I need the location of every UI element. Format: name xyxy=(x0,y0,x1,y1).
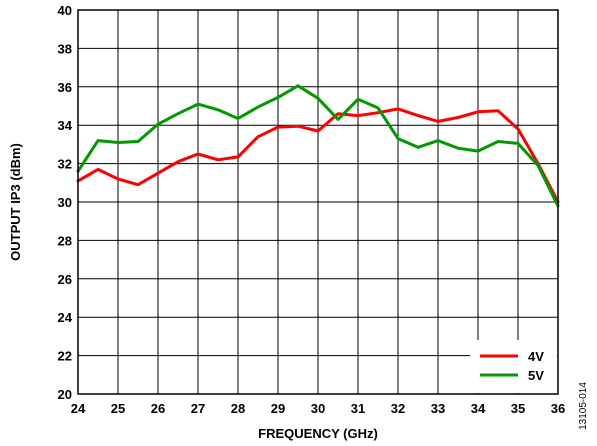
series-line-5v xyxy=(76,84,560,208)
legend-label-4v: 4V xyxy=(528,349,544,364)
y-tick-label: 24 xyxy=(58,310,73,325)
x-tick-label: 32 xyxy=(391,401,405,416)
x-tick-label: 36 xyxy=(551,401,565,416)
plot-frame xyxy=(77,9,559,395)
y-tick-label: 30 xyxy=(58,195,72,210)
grid xyxy=(78,10,558,394)
figure-id: 13105-014 xyxy=(578,382,589,430)
series-line-4v xyxy=(76,107,560,204)
legend-box xyxy=(470,340,557,393)
x-tick-label: 26 xyxy=(151,401,165,416)
y-tick-label: 26 xyxy=(58,272,72,287)
y-tick-label: 22 xyxy=(58,349,72,364)
y-tick-label: 34 xyxy=(58,118,73,133)
y-tick-label: 36 xyxy=(58,80,72,95)
x-axis-title: FREQUENCY (GHz) xyxy=(258,426,378,441)
y-axis-tick-labels: 20 22 24 26 28 30 32 34 36 38 40 xyxy=(58,3,73,402)
x-tick-label: 25 xyxy=(111,401,125,416)
y-tick-label: 20 xyxy=(58,387,72,402)
y-tick-label: 40 xyxy=(58,3,72,18)
y-tick-label: 28 xyxy=(58,233,72,248)
x-axis-tick-labels: 24 25 26 27 28 29 30 31 32 33 34 35 36 xyxy=(71,401,565,416)
series-lines xyxy=(76,84,560,208)
y-tick-label: 32 xyxy=(58,157,72,172)
x-tick-label: 30 xyxy=(311,401,325,416)
x-tick-label: 33 xyxy=(431,401,445,416)
legend-label-5v: 5V xyxy=(528,368,544,383)
x-tick-label: 35 xyxy=(511,401,525,416)
x-tick-label: 34 xyxy=(471,401,486,416)
y-tick-label: 38 xyxy=(58,41,72,56)
x-tick-label: 31 xyxy=(351,401,365,416)
y-axis-title: OUTPUT IP3 (dBm) xyxy=(8,143,23,261)
x-tick-label: 27 xyxy=(191,401,205,416)
x-tick-label: 24 xyxy=(71,401,86,416)
x-tick-label: 28 xyxy=(231,401,245,416)
x-tick-label: 29 xyxy=(271,401,285,416)
